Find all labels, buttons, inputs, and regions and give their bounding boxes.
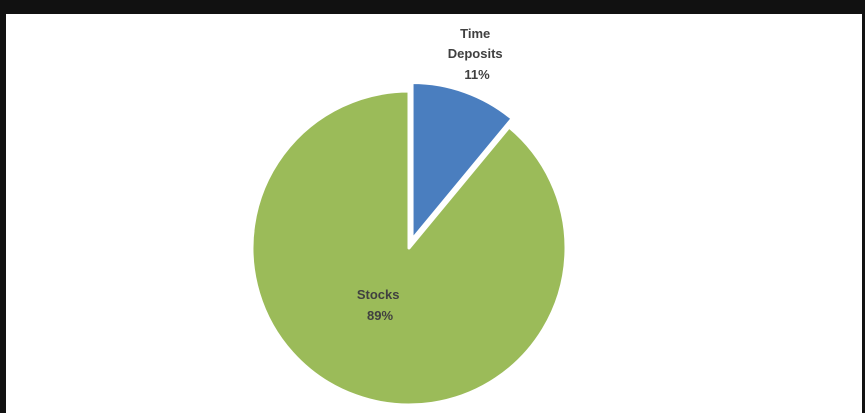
label-time-deposits-value: 11% bbox=[464, 67, 490, 82]
left-border bbox=[0, 0, 6, 413]
label-time-deposits-line2: Deposits bbox=[448, 46, 503, 61]
label-stocks: Stocks 89% bbox=[357, 287, 403, 323]
label-time-deposits: Time Deposits 11% bbox=[448, 26, 507, 82]
label-stocks-name: Stocks bbox=[357, 287, 400, 302]
right-border bbox=[862, 0, 865, 413]
label-time-deposits-line1: Time bbox=[460, 26, 490, 41]
pie-slice-stocks bbox=[250, 89, 568, 407]
pie-slice-time-deposits bbox=[410, 81, 514, 242]
top-border bbox=[0, 0, 865, 14]
pie-slices bbox=[250, 81, 568, 407]
label-stocks-value: 89% bbox=[367, 308, 393, 323]
